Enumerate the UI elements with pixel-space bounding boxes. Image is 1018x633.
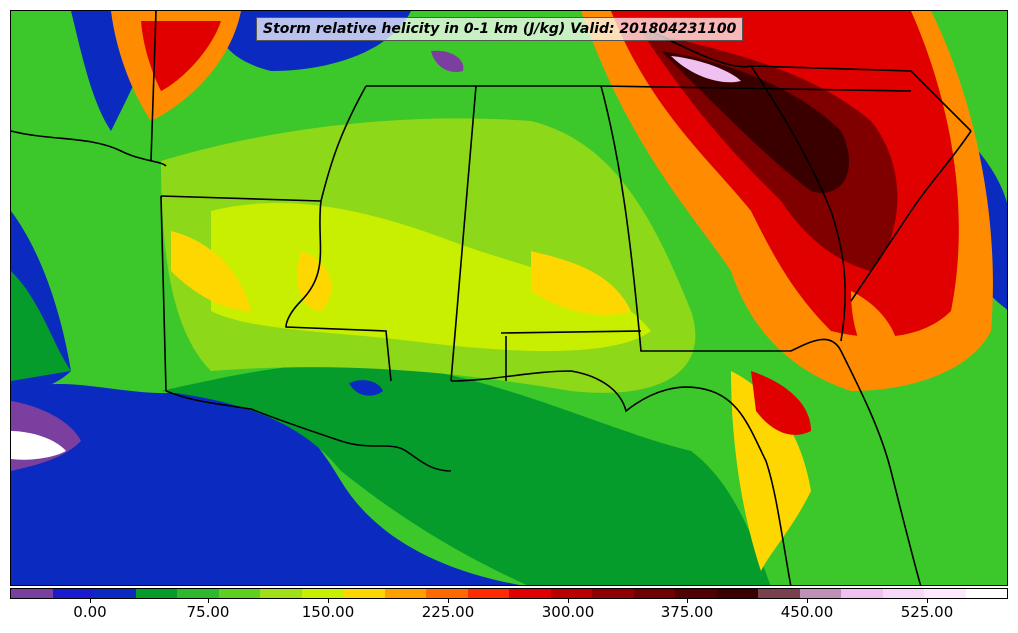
colorbar-tick-mark <box>90 599 91 603</box>
fl-red-patch <box>751 371 811 435</box>
colorbar-segment <box>177 589 219 598</box>
colorbar-segment <box>11 589 53 598</box>
colorbar-segment <box>799 589 841 598</box>
colorbar-tick-label: 450.00 <box>780 603 834 621</box>
colorbar-segment <box>94 589 136 598</box>
fl-orange-patch <box>851 291 899 381</box>
colorbar-segment <box>882 589 924 598</box>
colorbar-ticks: 0.00 75.00 150.00 225.00 300.00 375.00 450.00 5… <box>10 599 1008 629</box>
colorbar-tick-label: 375.00 <box>660 603 714 621</box>
gulf-dark-green <box>161 362 771 585</box>
colorbar-segment <box>965 589 1007 598</box>
colorbar-segment <box>550 589 592 598</box>
nw-red <box>141 21 221 91</box>
colorbar-segment <box>592 589 634 598</box>
colorbar-segment <box>716 589 758 598</box>
map-frame: Storm relative helicity in 0-1 km (J/kg)… <box>10 10 1008 586</box>
west-dark-green <box>11 271 71 381</box>
colorbar-segment <box>675 589 717 598</box>
colorbar-tick-label: 300.00 <box>541 603 595 621</box>
colorbar-segment <box>218 589 260 598</box>
map-title: Storm relative helicity in 0-1 km (J/kg)… <box>256 17 744 41</box>
purple-nw <box>431 50 464 73</box>
yellow-region-fl <box>731 371 811 571</box>
colorbar-segment <box>633 589 675 598</box>
darkest-core <box>661 51 850 193</box>
colorbar <box>10 588 1008 599</box>
colorbar-tick-label: 225.00 <box>421 603 475 621</box>
colorbar-tick-mark <box>208 599 209 603</box>
gulf-blue-region <box>11 384 520 585</box>
white-blob-west <box>11 431 66 460</box>
colorbar-tick-label: 75.00 <box>186 603 230 621</box>
colorbar-segment <box>758 589 800 598</box>
colorbar-segment <box>841 589 883 598</box>
colorbar-tick-label: 0.00 <box>73 603 107 621</box>
colorbar-tick-mark <box>568 599 569 603</box>
colorbar-segment <box>343 589 385 598</box>
yellow-region-west <box>171 231 251 311</box>
colorbar-segment <box>924 589 966 598</box>
colorbar-segment <box>509 589 551 598</box>
colorbar-tick-label: 150.00 <box>301 603 355 621</box>
colorbar-segment <box>384 589 426 598</box>
colorbar-tick-mark <box>807 599 808 603</box>
colorbar-tick-mark <box>687 599 688 603</box>
white-lake <box>349 380 383 396</box>
colorbar-segment <box>52 589 94 598</box>
colorbar-tick-label: 525.00 <box>900 603 954 621</box>
state-boundaries <box>11 11 972 585</box>
helicity-map <box>11 11 1007 585</box>
colorbar-segment <box>426 589 468 598</box>
colorbar-segment <box>301 589 343 598</box>
colorbar-segment <box>260 589 302 598</box>
colorbar-tick-mark <box>328 599 329 603</box>
colorbar-tick-mark <box>448 599 449 603</box>
colorbar-segment <box>467 589 509 598</box>
yellow-region-al <box>531 251 631 315</box>
colorbar-segment <box>135 589 177 598</box>
colorbar-tick-mark <box>927 599 928 603</box>
pink-core <box>671 56 741 83</box>
